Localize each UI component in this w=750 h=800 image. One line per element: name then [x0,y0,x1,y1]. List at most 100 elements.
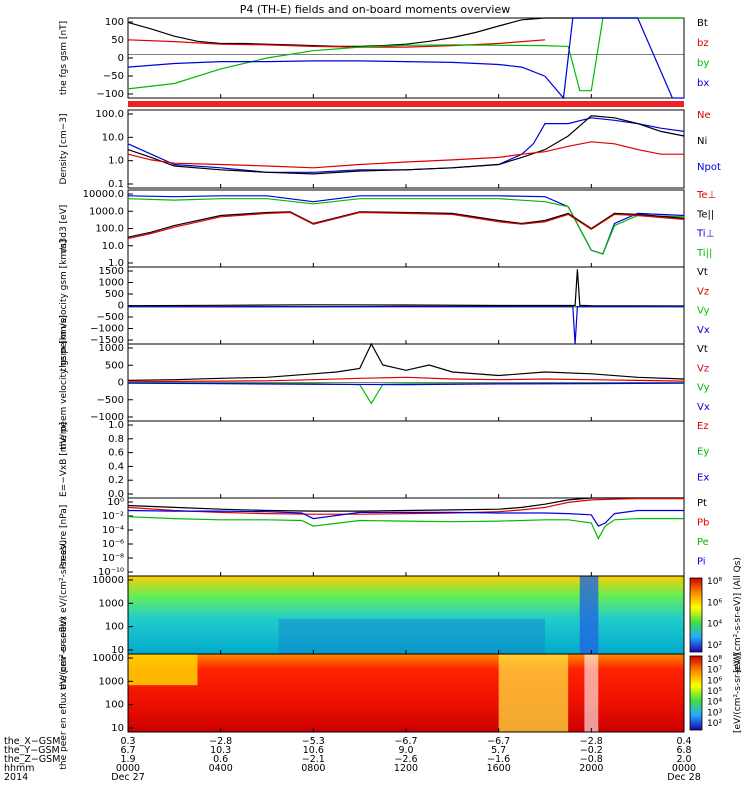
legend-entry: by [697,58,709,69]
colorbar-tick-label: 10⁸ [707,655,722,665]
colorbar-tick-label: 10⁴ [707,698,722,708]
y-tick-label: 10000.0 [83,189,124,200]
separator-band [128,101,684,107]
spectrogram-band [498,654,569,732]
x-axis-row-label: the_Y−GSM [4,745,60,756]
colorbar-tick-label: 10⁸ [707,577,722,587]
y-tick-label: 1000 [99,278,124,289]
y-tick-label: 1000 [99,676,124,687]
legend-entry: Ti|| [696,248,712,259]
x-axis-row-label: hhmm [4,763,35,774]
x-tick-label: 0000 [116,763,140,774]
spectrogram-band [278,618,545,654]
series-line [127,115,685,175]
y-axis-label: Pressure [nPa] [59,505,69,570]
x-tick-label: −2.8 [580,736,603,747]
panel-frame [127,420,685,499]
panel-frame [127,497,685,577]
x-tick-label: −5.3 [302,736,325,747]
legend-entry: Ey [697,447,709,458]
series-line [127,382,685,405]
x-tick-label: 2000 [579,763,603,774]
series-line [127,509,684,527]
y-tick-label: 10.0 [102,132,124,143]
x-tick-label: 5.7 [491,745,506,756]
y-tick-label: 0.6 [108,448,124,459]
x-tick-label: 6.7 [120,745,135,756]
legend-entry: Vy [697,306,710,317]
y-tick-label: 10000 [92,653,124,664]
legend-entry: Pi [697,557,706,568]
series-line [127,198,685,255]
x-tick-label: Dec 27 [111,772,145,783]
x-tick-label: 0400 [209,763,233,774]
y-tick-label: −50 [103,71,124,82]
y-tick-label: 10⁻⁶ [102,539,124,550]
y-tick-label: 10 [111,723,124,734]
colorbar-tick-label: 10⁶ [707,598,722,608]
y-tick-label: 10⁻² [102,511,124,522]
legend-entry: Vt [697,344,708,355]
plot-title: P4 (TH-E) fields and on-board moments ov… [240,3,511,16]
x-axis-row-label: 2014 [4,772,28,783]
y-axis-label: the peem velocity gsm [km/s] [59,315,69,450]
legend-entry: Bt [697,18,708,29]
spectrogram-field [128,654,684,732]
legend-entry: Ni [697,136,707,147]
y-tick-label: −1500 [90,335,124,346]
x-tick-label: 0000 [672,763,696,774]
series-line [127,211,685,240]
legend-entry: Vz [697,286,709,297]
colorbar-tick-label: 10⁴ [707,620,722,630]
y-tick-label: 1000 [99,343,124,354]
series-line [127,141,684,169]
legend-entry: Npot [697,162,721,173]
y-tick-label: 1000 [99,598,124,609]
y-tick-label: 0.2 [108,475,124,486]
spectrogram-band [579,576,599,654]
y-axis-label: the fgs gsm [nT] [59,21,69,95]
legend-entry: Pe [697,537,709,548]
y-tick-label: 10⁰ [107,497,124,508]
y-tick-label: 0 [118,53,124,64]
x-tick-label: 9.0 [398,745,413,756]
x-tick-label: 1200 [394,763,418,774]
x-tick-label: 1600 [487,763,511,774]
x-tick-label: −2.8 [209,736,232,747]
legend-entry: bx [697,78,709,89]
x-tick-label: −0.2 [580,745,603,756]
x-tick-label: −1.6 [487,754,510,765]
spectrogram-band [128,654,198,686]
legend-entry: Ez [697,421,709,432]
series-line [127,269,685,307]
y-tick-label: 1000.0 [89,206,124,217]
legend-entry: Vy [697,383,710,394]
x-tick-label: 1.9 [120,754,135,765]
legend-entry: Te⊥ [696,190,716,201]
series-line [127,195,685,255]
y-tick-label: 10.0 [102,241,124,252]
panel-frame [127,109,685,189]
y-axis-label: m3d3 [eV] [59,205,69,253]
x-tick-label: 0800 [301,763,325,774]
y-tick-label: 1.0 [108,420,124,431]
y-axis-label: the peim velocity gsm [km/s] [59,240,69,372]
y-tick-label: 1.0 [108,156,124,167]
x-tick-label: 6.8 [676,745,691,756]
y-tick-label: 100 [105,700,124,711]
legend-entry: Te|| [696,209,714,220]
colorbar-tick-label: 10² [707,719,722,729]
y-tick-label: −500 [97,395,124,406]
colorbar-tick-label: 10³ [707,708,722,718]
legend-entry: Ne [697,110,711,121]
x-tick-label: −6.7 [394,736,417,747]
y-tick-label: 0 [118,301,124,312]
series-line [127,306,684,345]
x-axis-row-label: the_X−GSM [4,736,60,747]
series-line [127,516,684,540]
y-tick-label: 1500 [99,266,124,277]
y-axis-label: the peir en eflux eV/(cm²-s-sr-eV) [59,540,69,690]
y-tick-label: 10 [111,645,124,656]
